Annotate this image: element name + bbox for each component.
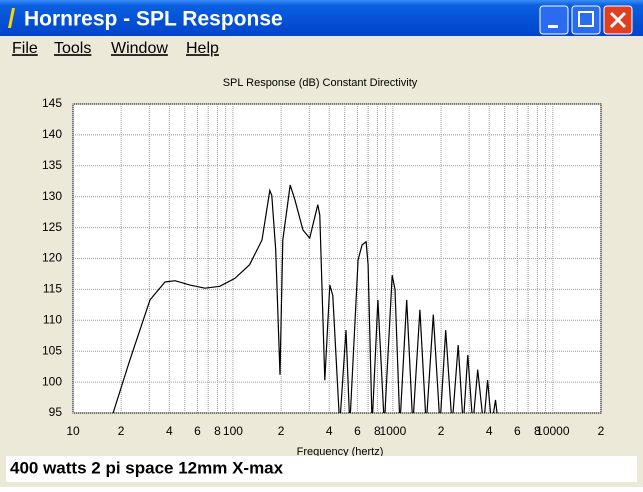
window-title: Hornresp - SPL Response [24,8,283,31]
x-tick-label: 4 [166,424,173,438]
x-tick-label: 4 [326,424,333,438]
curve-group [112,184,498,413]
menu-item[interactable]: Tools [54,40,91,57]
x-tick-label: 2 [278,424,285,438]
y-tick-label: 120 [42,251,62,265]
menu-item[interactable]: Window [111,40,168,57]
y-tick-label: 110 [43,312,62,326]
note-box [6,456,637,482]
x-tick-label: 2 [118,424,125,438]
maximize-button[interactable] [571,5,601,35]
menu-item[interactable]: Help [186,40,219,57]
app-icon [8,8,15,28]
x-tick-label: 4 [486,424,493,438]
x-tick-label: 8 [534,424,541,438]
y-tick-label: 95 [49,405,63,419]
menu-bar: File Tools Window Help [12,40,219,57]
y-tick-label: 125 [42,220,62,234]
x-tick-label: 1000 [380,424,407,438]
y-tick-label: 140 [42,127,62,141]
y-tick-label: 115 [43,282,62,296]
x-tick-label: 10000 [536,424,570,438]
x-tick-label: 100 [223,424,243,438]
x-tick-label: 2 [438,424,445,438]
y-tick-label: 135 [42,158,62,172]
minimize-button[interactable] [539,5,569,35]
x-tick-label: 2 [598,424,605,438]
note-text: 400 watts 2 pi space 12mm X-max [10,458,284,477]
maximize-icon [578,11,594,27]
y-tick-label: 100 [42,374,62,388]
x-tick-label: 8 [374,424,381,438]
chart-title: SPL Response (dB) Constant Directivity [223,77,418,89]
title-bar [0,0,643,36]
spl-curve [112,184,498,413]
close-icon [609,11,627,29]
y-tick-label: 105 [42,343,62,357]
grid [72,103,602,414]
y-tick-label: 145 [42,96,62,110]
x-tick-label: 6 [354,424,361,438]
minimize-icon [548,25,558,28]
x-tick-label: 6 [194,424,201,438]
x-tick-label: 6 [514,424,521,438]
x-tick-label: 10 [66,424,80,438]
y-tick-label: 130 [42,189,62,203]
x-axis-label: Frequency (hertz) [297,446,384,458]
menu-item[interactable]: File [12,40,38,57]
x-tick-label: 8 [214,424,221,438]
